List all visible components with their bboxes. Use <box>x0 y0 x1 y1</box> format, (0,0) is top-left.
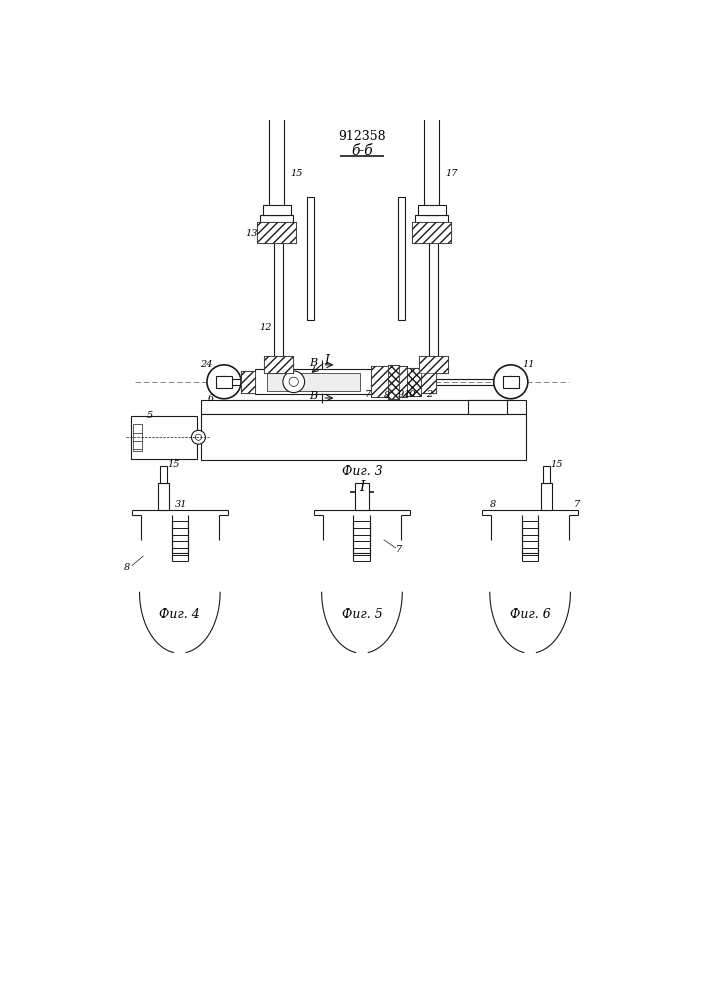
Bar <box>267 373 360 391</box>
Text: 17: 17 <box>445 169 457 178</box>
Text: 31: 31 <box>175 500 187 509</box>
Text: 5: 5 <box>147 411 153 420</box>
Text: 7: 7 <box>396 545 402 554</box>
Text: 24: 24 <box>200 360 212 369</box>
Bar <box>263 205 291 215</box>
Text: В: В <box>310 391 317 401</box>
Bar <box>388 365 399 399</box>
Circle shape <box>289 377 298 386</box>
Circle shape <box>195 434 201 440</box>
Bar <box>412 222 451 243</box>
Text: 15: 15 <box>290 169 303 178</box>
Bar <box>416 215 448 222</box>
Bar <box>399 366 407 397</box>
Text: 9: 9 <box>397 390 404 399</box>
Text: 7: 7 <box>365 390 371 399</box>
Text: 15: 15 <box>550 460 563 469</box>
Bar <box>216 376 232 388</box>
Bar <box>355 483 369 510</box>
Bar <box>503 376 518 388</box>
Text: 11: 11 <box>522 360 534 369</box>
Bar <box>267 105 287 114</box>
Circle shape <box>493 365 528 399</box>
Bar <box>428 218 438 368</box>
Text: 15: 15 <box>168 460 180 469</box>
Text: Фиг. 5: Фиг. 5 <box>341 608 382 621</box>
Text: 7: 7 <box>573 500 580 509</box>
Bar <box>201 414 526 460</box>
Circle shape <box>192 430 206 444</box>
Bar <box>541 483 552 510</box>
Bar <box>419 356 448 373</box>
Bar <box>418 205 445 215</box>
Circle shape <box>283 371 305 393</box>
Bar <box>371 366 388 397</box>
Bar <box>201 400 526 414</box>
Bar <box>419 356 448 373</box>
Bar <box>424 108 440 215</box>
Bar <box>399 366 407 397</box>
Bar <box>388 365 399 399</box>
Text: 13: 13 <box>245 229 257 238</box>
Bar <box>407 368 421 396</box>
Bar <box>158 483 169 510</box>
Bar <box>412 222 451 243</box>
Text: 912358: 912358 <box>338 130 386 143</box>
Text: 2: 2 <box>426 390 433 399</box>
Circle shape <box>218 376 230 387</box>
Circle shape <box>207 365 241 399</box>
Text: 10: 10 <box>404 390 416 399</box>
Text: б-б: б-б <box>351 144 373 158</box>
Circle shape <box>506 376 516 387</box>
Bar <box>131 416 197 459</box>
Bar <box>407 368 421 396</box>
Text: Фиг. 4: Фиг. 4 <box>160 608 200 621</box>
Text: 8: 8 <box>124 563 130 572</box>
Bar <box>421 371 436 393</box>
Text: 8: 8 <box>384 391 390 400</box>
Bar <box>257 222 296 243</box>
Bar <box>260 215 293 222</box>
Bar <box>421 105 442 114</box>
Text: I: I <box>359 480 365 494</box>
Bar <box>241 371 255 393</box>
Bar <box>269 108 284 215</box>
Text: 6: 6 <box>208 394 214 403</box>
Bar <box>468 400 507 414</box>
Bar <box>264 356 293 373</box>
Bar <box>371 366 388 397</box>
Bar <box>543 466 549 483</box>
Bar <box>274 218 283 368</box>
Text: 12: 12 <box>259 323 271 332</box>
Bar <box>421 371 436 393</box>
Text: I: I <box>325 354 329 367</box>
Bar <box>255 369 375 394</box>
Text: Фиг. 6: Фиг. 6 <box>510 608 551 621</box>
Text: Фиг. 3: Фиг. 3 <box>341 465 382 478</box>
Bar <box>241 371 255 393</box>
Text: В: В <box>310 358 317 368</box>
Bar <box>397 197 404 320</box>
Bar <box>132 424 142 451</box>
Bar <box>257 222 296 243</box>
Bar <box>264 356 293 373</box>
Bar <box>160 466 167 483</box>
Bar <box>307 197 314 320</box>
Text: 8: 8 <box>490 500 496 509</box>
